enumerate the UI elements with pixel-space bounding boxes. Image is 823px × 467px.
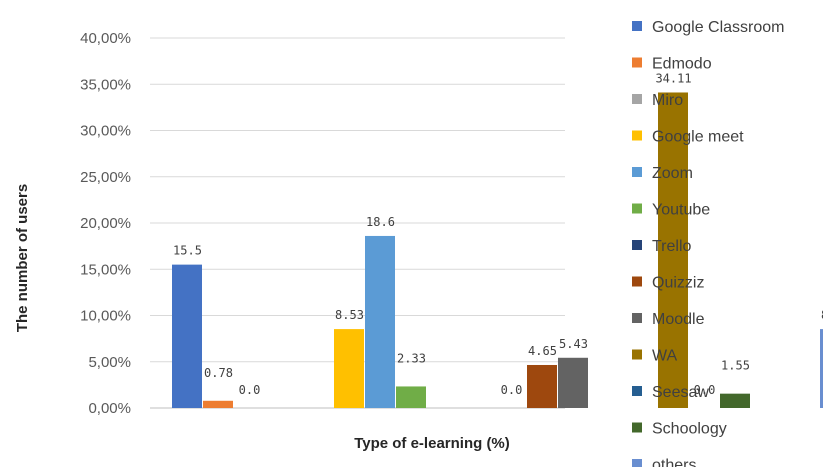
y-tick-label: 15,00% [80,261,131,278]
data-label: 0.0 [694,383,716,397]
legend-swatch [632,459,642,467]
y-tick-label: 5,00% [88,354,131,371]
bar-zoom [365,235,395,408]
legend: Google Classroom Edmodo Miro Google meet Zoo… [632,19,785,467]
bar-google-classroom [172,264,202,408]
legend-label: Google meet [652,129,744,146]
data-label: 8.53 [821,308,823,322]
legend-swatch [632,276,642,287]
data-label: 34.11 [655,71,691,85]
legend-label: Seesaw [652,384,709,401]
y-axis-title: The number of users [14,184,31,332]
legend-swatch [632,130,642,141]
data-label: 15.5 [173,244,202,258]
legend-label: Moodle [652,311,705,328]
bars [172,92,823,409]
legend-label: Youtube [652,202,710,219]
legend-swatch [632,203,642,214]
data-label: 0.0 [239,383,261,397]
bar-google-meet [334,329,364,408]
legend-swatch [632,57,642,68]
legend-label: WA [652,348,678,365]
bar-edmodo [203,400,233,408]
y-tick-label: 20,00% [80,215,131,232]
data-label: 0.0 [501,383,523,397]
data-labels: 15.5 0.78 0.0 8.53 18.6 2.33 0.0 4.655.43 34.11 0… [173,71,823,397]
y-tick-label: 30,00% [80,123,131,140]
data-label: 2.33 [397,351,426,365]
data-label: 4.65 [528,344,557,358]
bar-quizziz [527,364,557,408]
legend-label: Quizziz [652,275,704,292]
legend-label: Schoology [652,421,727,438]
legend-label: Trello [652,238,692,255]
bar-moodle [558,357,588,408]
y-tick-label: 40,00% [80,30,131,47]
grid-lines [150,37,565,409]
legend-label: others [652,457,696,467]
legend-swatch [632,240,642,250]
legend-label: Google Classroom [652,19,785,36]
legend-label: Zoom [652,165,693,182]
data-label: 1.55 [721,359,750,373]
y-tick-label: 35,00% [80,76,131,93]
legend-label: Edmodo [652,56,712,73]
legend-swatch [632,313,642,323]
bar-youtube [396,386,426,408]
legend-swatch [632,167,642,177]
bar-schoology [720,393,750,408]
data-label: 0.78 [204,366,233,380]
legend-swatch [632,349,642,360]
x-axis-title: Type of e-learning (%) [354,435,510,452]
y-tick-label: 10,00% [80,308,131,325]
y-tick-label: 0,00% [88,400,131,417]
y-tick-label: 25,00% [80,169,131,186]
data-label: 8.53 [335,308,364,322]
legend-label: Miro [652,92,683,109]
data-label: 5.43 [559,337,588,351]
data-label: 18.6 [366,215,395,229]
legend-swatch [632,422,642,433]
legend-swatch [632,386,642,396]
legend-swatch [632,94,642,104]
bar-wa [658,92,688,409]
y-tick-labels: 0,00% 5,00% 10,00% 15,00% 20,00% 25,00% 30,00%… [80,30,131,417]
legend-swatch [632,21,642,31]
bar-others [820,329,823,408]
